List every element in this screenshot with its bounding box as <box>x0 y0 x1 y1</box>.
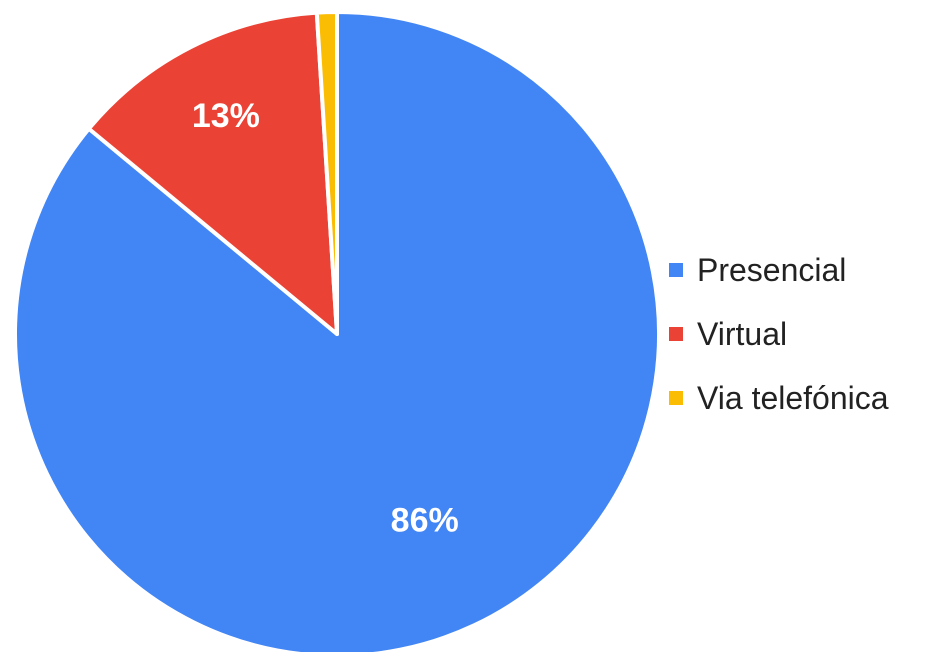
pie-slice-via-telef-nica <box>314 10 339 336</box>
legend-label: Presencial <box>697 251 847 288</box>
legend-swatch <box>669 391 683 405</box>
legend-swatch <box>669 263 683 277</box>
pie-slices <box>12 10 661 652</box>
legend-item: Virtual <box>669 302 889 366</box>
pie-slice-virtual <box>86 10 339 336</box>
legend-item: Via telefónica <box>669 366 889 430</box>
legend-swatch <box>669 327 683 341</box>
data-label-virtual: 13% <box>192 97 260 135</box>
pie-data-labels: 86% 13% <box>192 97 459 540</box>
legend-label: Virtual <box>697 315 788 352</box>
data-label-presencial: 86% <box>391 502 459 540</box>
legend-item: Presencial <box>669 238 889 302</box>
chart-legend: Presencial Virtual Via telefónica <box>669 238 889 430</box>
legend-label: Via telefónica <box>697 379 889 416</box>
pie-slice-presencial <box>12 10 661 652</box>
